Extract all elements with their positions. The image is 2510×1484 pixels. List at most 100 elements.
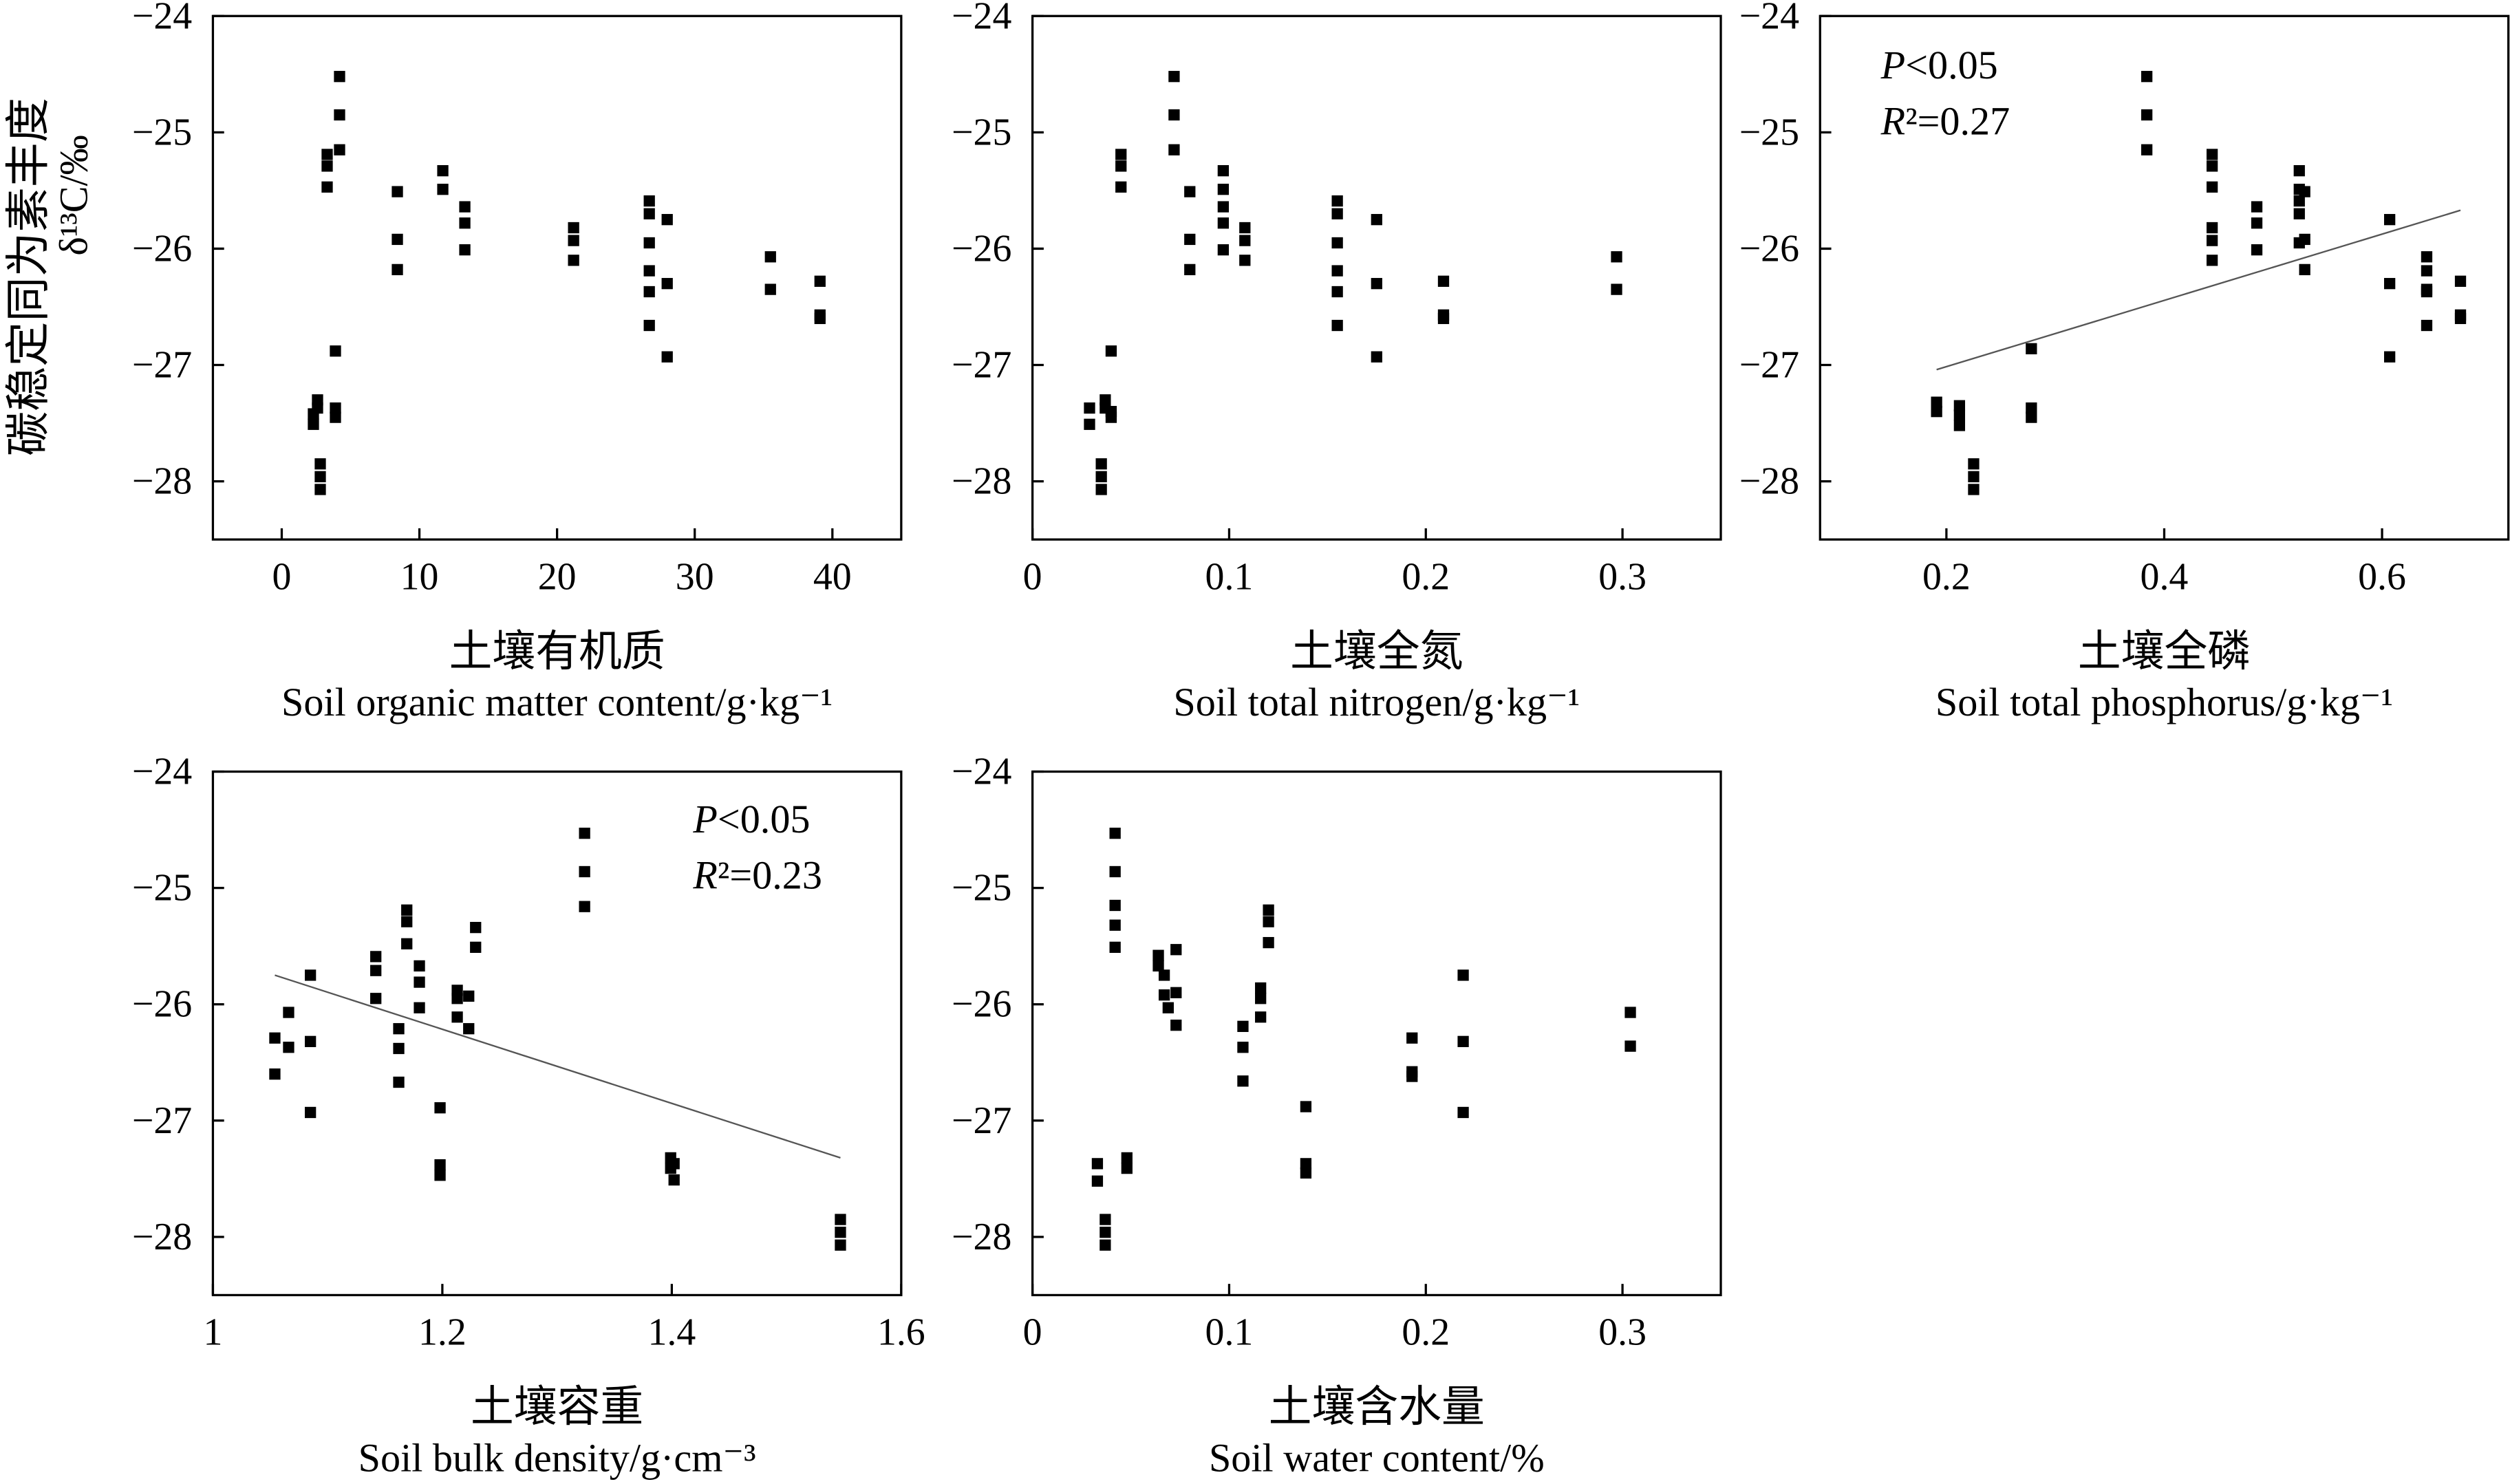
x-tick-label: 1.6: [877, 1311, 925, 1354]
data-point: [2206, 160, 2218, 172]
data-point: [314, 471, 326, 482]
y-tick-label: −24: [132, 751, 192, 793]
data-point: [269, 1032, 281, 1044]
data-point: [1611, 283, 1622, 295]
y-tick-label: −26: [952, 227, 1011, 270]
data-point: [668, 1174, 680, 1186]
data-point: [308, 418, 319, 430]
data-point: [334, 109, 345, 121]
y-axis-label-zh: 碳稳定同为素丰度: [4, 98, 54, 456]
data-point: [1105, 411, 1117, 423]
data-point: [305, 1106, 317, 1119]
data-point: [1263, 936, 1274, 949]
x-tick-label: 0.3: [1598, 1311, 1646, 1354]
data-point: [1115, 181, 1127, 193]
x-tick-label: 1.4: [647, 1311, 696, 1354]
x-axis-label-en: Soil organic matter content/g·kg⁻¹: [281, 680, 833, 724]
stat-value: <0.05: [1905, 43, 1998, 87]
data-point: [2251, 217, 2263, 229]
x-tick-label: 0.1: [1205, 555, 1254, 598]
data-point: [835, 1226, 846, 1238]
data-point: [643, 237, 655, 249]
data-point: [370, 951, 382, 963]
data-point: [1300, 1101, 1312, 1112]
x-tick-label: 1: [203, 1311, 222, 1354]
data-point: [1611, 251, 1622, 263]
data-point: [2141, 71, 2153, 83]
data-point: [1331, 208, 1343, 219]
stat-symbol: P: [692, 797, 718, 841]
data-point: [305, 1035, 317, 1047]
stat-annotation: P<0.05: [1880, 43, 1998, 87]
data-point: [1371, 278, 1382, 290]
data-point: [437, 184, 449, 195]
stat-value: ²=0.27: [1905, 98, 2010, 143]
data-point: [393, 1076, 405, 1088]
x-axis-label-en: Soil bulk density/g·cm⁻³: [358, 1435, 756, 1480]
x-tick-label: 0: [272, 555, 292, 598]
data-point: [1115, 160, 1127, 172]
data-point: [1109, 865, 1121, 878]
data-point: [370, 965, 382, 976]
data-point: [568, 255, 579, 266]
data-point: [2206, 181, 2218, 193]
data-point: [2141, 144, 2153, 155]
data-point: [2141, 109, 2153, 121]
data-point: [1217, 201, 1230, 213]
data-point: [2026, 411, 2037, 423]
data-point: [835, 1214, 846, 1225]
data-point: [1109, 899, 1121, 912]
data-point: [1437, 312, 1450, 325]
data-point: [334, 71, 345, 83]
data-point: [1406, 1071, 1418, 1082]
plot-frame: [1819, 14, 2510, 541]
data-point: [579, 828, 590, 839]
plot-frame: [211, 770, 903, 1297]
stat-value: <0.05: [718, 797, 811, 841]
data-point: [451, 993, 463, 1004]
data-point: [2206, 222, 2218, 234]
data-point: [434, 1159, 446, 1171]
data-point: [391, 186, 403, 197]
data-point: [2383, 214, 2396, 226]
data-point: [1624, 1007, 1636, 1018]
y-tick-label: −28: [132, 1216, 192, 1258]
data-point: [2421, 319, 2433, 332]
data-point: [661, 278, 673, 290]
data-point: [370, 993, 382, 1004]
data-point: [1263, 904, 1274, 916]
data-point: [1091, 1175, 1104, 1187]
x-tick-label: 0.2: [1402, 555, 1450, 598]
data-point: [2421, 286, 2433, 298]
plot-frame: [1031, 770, 1722, 1297]
data-point: [1217, 165, 1230, 177]
x-tick-label: 1.2: [418, 1311, 466, 1354]
data-point: [330, 411, 341, 423]
y-tick-label: −24: [1739, 0, 1799, 37]
data-point: [305, 969, 317, 981]
data-point: [814, 275, 826, 287]
data-point: [1331, 265, 1343, 277]
y-tick-label: −28: [952, 1216, 1011, 1258]
data-point: [459, 217, 471, 229]
data-point: [1095, 484, 1107, 495]
data-point: [1162, 1002, 1174, 1013]
data-point: [312, 402, 323, 414]
data-point: [1968, 484, 1980, 495]
data-point: [2299, 233, 2310, 246]
data-point: [401, 904, 413, 916]
data-point: [451, 1011, 463, 1023]
data-point: [1237, 1042, 1249, 1053]
data-point: [1115, 149, 1127, 160]
data-point: [661, 214, 673, 226]
data-point: [1237, 1020, 1249, 1032]
y-tick-label: −26: [132, 983, 192, 1026]
data-point: [2026, 343, 2037, 354]
data-point: [764, 283, 776, 295]
x-tick-label: 10: [400, 555, 439, 598]
data-point: [1968, 471, 1980, 482]
data-point: [283, 1007, 294, 1018]
